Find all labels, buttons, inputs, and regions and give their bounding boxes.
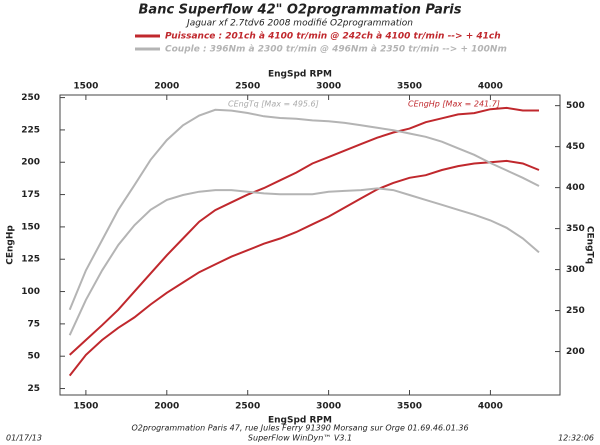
- x-tick-label: 1500: [73, 82, 98, 92]
- series-line: [68, 187, 540, 336]
- x-tick-label: 2000: [154, 402, 179, 412]
- x-tick-label: 2500: [235, 82, 260, 92]
- series-line: [68, 159, 540, 377]
- chart-subtitle: Jaguar xf 2.7tdv6 2008 modifié O2program…: [185, 18, 413, 29]
- plot-frame: [59, 94, 561, 396]
- y-tick-label: 25: [27, 384, 40, 394]
- y-tick-label: 150: [21, 222, 40, 232]
- y-tick-label: 200: [21, 158, 40, 168]
- y-tick-label: 225: [21, 125, 40, 135]
- y-tick-label: 75: [27, 319, 40, 329]
- y2-tick-label: 200: [566, 347, 585, 357]
- legend-label: Couple : 396Nm à 2300 tr/min @ 496Nm à 2…: [165, 45, 507, 55]
- y-tick-label: 100: [21, 287, 40, 297]
- y2-tick-label: 500: [566, 101, 585, 111]
- date: 01/17/13: [6, 434, 42, 443]
- y2-tick-label: 350: [566, 224, 585, 234]
- x-axis-label: EngSpd RPM: [268, 70, 332, 80]
- y2-tick-label: 450: [566, 142, 585, 152]
- y2-tick-label: 250: [566, 306, 585, 316]
- y-tick-label: 125: [21, 255, 40, 265]
- y2-axis-label: CEngTq: [585, 226, 595, 264]
- time: 12:32:06: [558, 434, 594, 443]
- legend-label: Puissance : 201ch à 4100 tr/min @ 242ch …: [165, 32, 501, 42]
- y2-tick-label: 400: [566, 183, 585, 193]
- series-line: [68, 108, 540, 311]
- y-tick-label: 50: [27, 352, 40, 362]
- x-tick-label: 4000: [478, 82, 503, 92]
- footer: O2programmation Paris 47, rue Jules Ferr…: [131, 424, 468, 433]
- x-tick-label: 4000: [478, 402, 503, 412]
- x-tick-label: 1500: [73, 402, 98, 412]
- x-tick-label: 3000: [316, 82, 341, 92]
- x-tick-label: 2500: [235, 402, 260, 412]
- annotation: CEngTq [Max = 495.6]: [228, 100, 319, 109]
- annotation: CEngHp [Max = 241.7]: [408, 100, 500, 109]
- y-tick-label: 250: [21, 93, 40, 103]
- y-axis-label: CEngHp: [6, 225, 16, 265]
- footer: SuperFlow WinDyn™ V3.1: [248, 434, 352, 443]
- x-tick-label: 3500: [397, 82, 422, 92]
- x-tick-label: 2000: [154, 82, 179, 92]
- x-tick-label: 3000: [316, 402, 341, 412]
- x-axis-label: EngSpd RPM: [268, 416, 332, 426]
- y-tick-label: 175: [21, 190, 40, 200]
- y2-tick-label: 300: [566, 265, 585, 275]
- chart-title: Banc Superflow 42" O2programmation Paris: [139, 3, 462, 18]
- series-line: [69, 106, 539, 356]
- x-tick-label: 3500: [397, 402, 422, 412]
